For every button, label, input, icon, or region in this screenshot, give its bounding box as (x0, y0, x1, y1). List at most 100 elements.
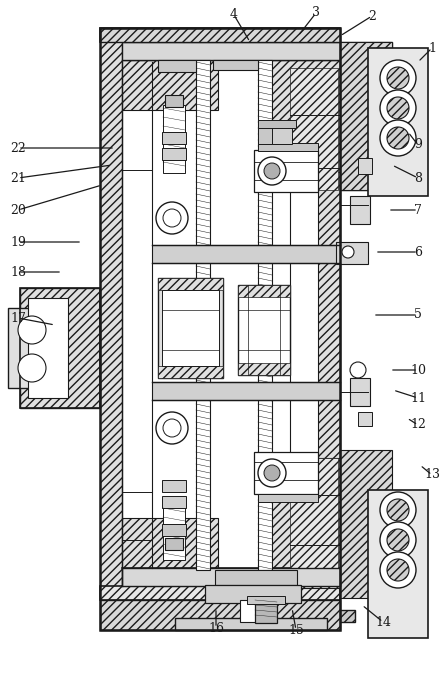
Bar (162, 496, 186, 508)
Bar (163, 105, 185, 173)
Bar (158, 278, 223, 290)
Bar (340, 42, 392, 190)
Circle shape (258, 459, 286, 487)
Bar (162, 480, 186, 492)
Bar (122, 568, 340, 586)
Bar (368, 490, 428, 638)
Text: 6: 6 (414, 246, 422, 259)
Bar (238, 363, 290, 375)
Circle shape (163, 419, 181, 437)
Bar (122, 518, 218, 586)
Circle shape (18, 354, 46, 382)
Bar (238, 285, 290, 297)
Bar (196, 60, 210, 570)
Circle shape (163, 209, 181, 227)
Circle shape (387, 559, 409, 581)
Text: 3: 3 (312, 6, 320, 19)
Bar (358, 158, 372, 174)
Text: 2: 2 (368, 10, 376, 23)
Text: 4: 4 (230, 8, 238, 21)
Text: 10: 10 (410, 364, 426, 377)
Bar (254, 452, 318, 494)
Bar (122, 42, 218, 110)
Text: 20: 20 (10, 204, 26, 217)
Bar (162, 132, 186, 144)
Text: 7: 7 (414, 204, 422, 217)
Text: 22: 22 (10, 141, 26, 154)
Bar (147, 610, 355, 622)
Bar (258, 126, 278, 144)
Text: 11: 11 (410, 392, 426, 405)
Circle shape (156, 202, 188, 234)
Bar (247, 596, 285, 604)
Circle shape (387, 499, 409, 521)
Text: 16: 16 (208, 622, 224, 635)
Bar (290, 68, 338, 190)
Circle shape (380, 60, 416, 96)
Bar (100, 28, 340, 630)
Bar (340, 450, 392, 598)
Bar (350, 378, 370, 406)
Text: 14: 14 (375, 615, 391, 628)
Bar (28, 298, 68, 398)
Circle shape (387, 67, 409, 89)
Circle shape (380, 552, 416, 588)
Bar (272, 126, 292, 144)
Circle shape (387, 127, 409, 149)
Circle shape (258, 157, 286, 185)
Bar (122, 42, 318, 586)
Bar (205, 585, 301, 603)
Circle shape (350, 362, 366, 378)
Circle shape (18, 316, 46, 344)
Circle shape (380, 522, 416, 558)
Bar (8, 308, 30, 388)
Text: 5: 5 (414, 309, 422, 322)
Text: 1: 1 (428, 41, 436, 54)
Bar (162, 290, 219, 366)
Bar (238, 285, 290, 375)
Bar (268, 458, 340, 588)
Bar (152, 382, 340, 400)
Bar (162, 148, 186, 160)
Bar (350, 196, 370, 224)
Circle shape (342, 246, 354, 258)
Bar (340, 42, 392, 190)
Text: 17: 17 (10, 311, 26, 324)
Bar (100, 28, 340, 42)
Bar (20, 288, 100, 408)
Circle shape (387, 97, 409, 119)
Text: 15: 15 (288, 624, 304, 637)
Bar (336, 242, 368, 264)
Bar (358, 412, 372, 426)
Circle shape (387, 529, 409, 551)
Bar (175, 618, 327, 630)
Bar (165, 538, 183, 550)
Text: 21: 21 (10, 172, 26, 185)
Bar (152, 245, 340, 263)
Bar (163, 505, 185, 560)
Bar (268, 42, 340, 172)
Bar (213, 60, 258, 70)
Bar (254, 150, 318, 192)
Bar (100, 28, 122, 600)
Circle shape (156, 412, 188, 444)
Bar (100, 600, 340, 630)
Bar (100, 586, 340, 600)
Bar (368, 48, 428, 196)
Bar (290, 458, 338, 570)
Text: 19: 19 (10, 235, 26, 248)
Bar (162, 524, 186, 536)
Bar (215, 570, 297, 585)
Text: 12: 12 (410, 418, 426, 431)
Bar (258, 120, 296, 128)
Bar (122, 42, 340, 60)
Text: 8: 8 (414, 172, 422, 185)
Bar (165, 95, 183, 107)
Bar (240, 600, 274, 622)
Bar (20, 288, 100, 408)
Bar (255, 598, 277, 623)
Circle shape (264, 163, 280, 179)
Circle shape (380, 120, 416, 156)
Text: 18: 18 (10, 265, 26, 279)
Bar (158, 60, 196, 72)
